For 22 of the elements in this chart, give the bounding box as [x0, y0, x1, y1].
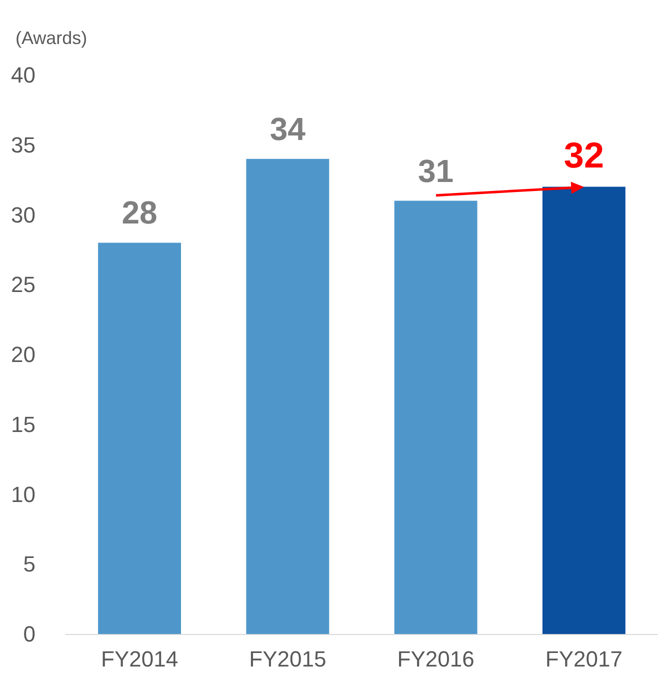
y-tick-label: 15 — [10, 412, 36, 437]
x-tick-label: FY2015 — [249, 646, 326, 672]
x-tick-label: FY2017 — [545, 646, 622, 672]
y-tick-label: 40 — [10, 62, 36, 88]
data-label: 34 — [270, 110, 306, 147]
data-label: 28 — [122, 194, 158, 231]
y-tick-label: 0 — [23, 622, 36, 646]
x-tick-label: FY2014 — [101, 646, 178, 672]
y-tick-label: 5 — [23, 552, 36, 577]
data-label: 31 — [418, 152, 454, 189]
y-tick-label: 30 — [10, 202, 36, 228]
bar — [394, 200, 478, 634]
data-label: 32 — [564, 134, 604, 176]
bar — [98, 242, 182, 634]
y-tick-label: 25 — [10, 272, 36, 298]
y-tick-label: 20 — [10, 342, 36, 367]
y-tick-label: 10 — [10, 482, 36, 507]
x-tick-label: FY2016 — [397, 646, 474, 672]
y-tick-label: 35 — [10, 132, 36, 158]
y-axis-title: (Awards) — [15, 28, 88, 48]
bar — [246, 158, 330, 634]
bar — [542, 186, 626, 634]
